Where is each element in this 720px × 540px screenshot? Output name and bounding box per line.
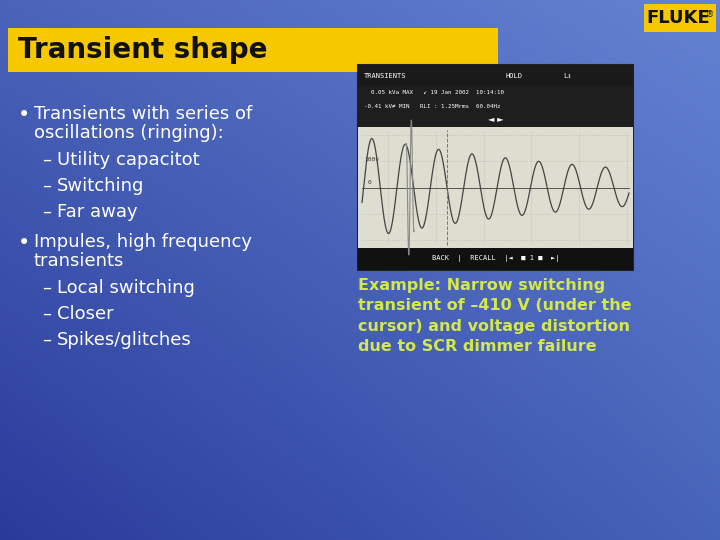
Text: L↕: L↕: [563, 73, 572, 79]
Bar: [8, 28, 498, 72]
Text: Far away: Far away: [57, 203, 138, 221]
Text: •: •: [18, 233, 30, 253]
Text: TRANSIENTS: TRANSIENTS: [364, 73, 407, 79]
Text: ◄ ►: ◄ ►: [487, 116, 503, 125]
Text: –: –: [42, 151, 51, 169]
Text: –: –: [42, 305, 51, 323]
Text: Closer: Closer: [57, 305, 114, 323]
Text: -0.41 kV≠ MIN   RLI : 1.25Mrms  60.04Hz: -0.41 kV≠ MIN RLI : 1.25Mrms 60.04Hz: [364, 105, 500, 110]
Text: Switching: Switching: [57, 177, 145, 195]
Text: Example: Narrow switching
transient of –410 V (under the
cursor) and voltage dis: Example: Narrow switching transient of –…: [358, 278, 631, 354]
Bar: [358, 65, 633, 270]
Text: 0.05 kVa MAX   ↙ 19 Jan 2002  10:14:10: 0.05 kVa MAX ↙ 19 Jan 2002 10:14:10: [364, 91, 504, 96]
Text: Transient shape: Transient shape: [18, 36, 268, 64]
Text: Spikes/glitches: Spikes/glitches: [57, 331, 192, 349]
Text: Utility capacitot: Utility capacitot: [57, 151, 199, 169]
Bar: [358, 248, 633, 270]
Text: –: –: [42, 331, 51, 349]
Bar: [358, 127, 633, 248]
Text: Impules, high frequency: Impules, high frequency: [34, 233, 252, 251]
Text: –: –: [42, 203, 51, 221]
Text: FLUKE: FLUKE: [646, 9, 710, 27]
Text: 0: 0: [368, 180, 372, 186]
Text: ®: ®: [706, 10, 714, 19]
Text: BACK  |  RECALL  |◄  ■ 1 ■  ►|: BACK | RECALL |◄ ■ 1 ■ ►|: [432, 255, 559, 262]
Text: 100v: 100v: [364, 157, 379, 162]
Text: –: –: [42, 177, 51, 195]
Text: –: –: [42, 279, 51, 297]
Bar: [644, 4, 716, 32]
Bar: [358, 87, 633, 113]
Text: Local switching: Local switching: [57, 279, 195, 297]
Text: •: •: [18, 105, 30, 125]
Bar: [358, 65, 633, 87]
Text: transients: transients: [34, 252, 125, 270]
Bar: [358, 113, 633, 127]
Text: HOLD: HOLD: [506, 73, 523, 79]
Text: oscillations (ringing):: oscillations (ringing):: [34, 124, 224, 142]
Text: Transients with series of: Transients with series of: [34, 105, 252, 123]
